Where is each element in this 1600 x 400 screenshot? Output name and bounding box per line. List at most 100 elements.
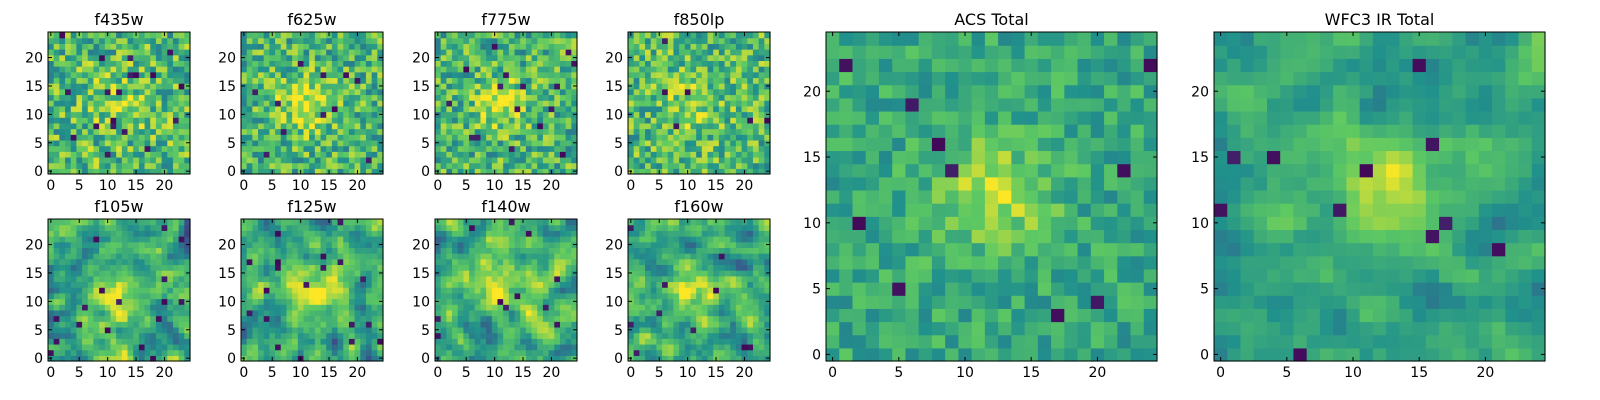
heatmap-cell	[565, 230, 572, 237]
heatmap-cell	[76, 83, 83, 90]
heatmap-cell	[718, 321, 726, 328]
heatmap-cell	[252, 292, 259, 300]
heatmap-cell	[371, 355, 378, 362]
heatmap-cell	[667, 162, 675, 169]
heatmap-cell	[628, 321, 635, 328]
heatmap-cell	[150, 168, 157, 175]
heatmap-cell	[138, 156, 146, 164]
heatmap-cell	[303, 343, 310, 351]
heatmap-cell	[554, 321, 561, 328]
heatmap-cell	[161, 83, 168, 90]
heatmap-cell	[348, 128, 356, 135]
heatmap-cell	[752, 349, 760, 356]
heatmap-cell	[435, 105, 442, 113]
heatmap-cell	[514, 258, 521, 266]
heatmap-cell	[713, 49, 720, 56]
heatmap-cell	[87, 60, 95, 67]
heatmap-cell	[127, 219, 134, 226]
heatmap-cell	[673, 122, 680, 130]
axes-frame	[434, 218, 578, 362]
heatmap-cell	[161, 145, 168, 152]
heatmap-cell	[667, 270, 675, 277]
heatmap-cell	[167, 298, 174, 305]
heatmap-cell	[514, 298, 521, 305]
heatmap-cell	[314, 54, 322, 61]
heatmap-cell	[87, 315, 95, 322]
heatmap-cell	[474, 156, 482, 164]
heatmap-cell	[337, 355, 344, 362]
heatmap-cell	[559, 241, 567, 248]
heatmap-cell	[457, 105, 464, 113]
heatmap-cell	[446, 241, 453, 248]
heatmap-cell	[724, 134, 731, 141]
heatmap-cell	[178, 298, 185, 305]
heatmap-cell	[48, 49, 55, 56]
heatmap-cell	[469, 258, 476, 266]
heatmap-cell	[286, 236, 293, 243]
heatmap-cell	[348, 281, 356, 288]
heatmap-cell	[440, 88, 447, 96]
heatmap-cell	[531, 156, 538, 164]
heatmap-cell	[99, 162, 106, 169]
heatmap-cell	[565, 111, 572, 118]
heatmap-cell	[548, 343, 555, 351]
heatmap-cell	[508, 332, 516, 339]
heatmap-cell	[127, 134, 134, 141]
heatmap-cell	[65, 258, 72, 266]
heatmap-cell	[463, 258, 470, 266]
heatmap-cell	[246, 258, 253, 266]
heatmap-cell	[645, 128, 652, 135]
heatmap-cell	[440, 71, 447, 79]
heatmap-cell	[463, 343, 470, 351]
heatmap-cell	[326, 241, 333, 248]
heatmap-cell	[452, 37, 459, 44]
heatmap-cell	[520, 151, 527, 158]
heatmap-cell	[258, 275, 265, 283]
heatmap-cell	[275, 54, 282, 61]
heatmap-cell	[314, 88, 322, 96]
heatmap-cell	[150, 287, 157, 294]
heatmap-cell	[286, 71, 293, 79]
heatmap-cell	[377, 122, 384, 130]
heatmap-cell	[662, 134, 669, 141]
heatmap-cell	[480, 54, 487, 61]
heatmap-cell	[503, 32, 510, 39]
heatmap-cell	[690, 355, 697, 362]
heatmap-cell	[348, 94, 356, 101]
heatmap-cell	[673, 83, 680, 90]
heatmap-cell	[110, 117, 117, 124]
heatmap-cell	[155, 134, 163, 141]
heatmap-cell	[684, 315, 692, 322]
heatmap-cell	[474, 122, 482, 130]
heatmap-cell	[662, 156, 669, 164]
heatmap-cell	[144, 292, 151, 300]
heatmap-cell	[371, 156, 378, 164]
heatmap-cell	[246, 236, 253, 243]
heatmap-cell	[331, 151, 339, 158]
heatmap-cell	[480, 355, 487, 362]
heatmap-cell	[348, 219, 356, 226]
heatmap-cell	[469, 219, 476, 226]
heatmap-cell	[741, 105, 748, 113]
heatmap-cell	[314, 332, 322, 339]
heatmap-cell	[735, 32, 743, 39]
heatmap-cell	[469, 338, 476, 345]
heatmap-cell	[713, 145, 720, 152]
heatmap-cell	[741, 60, 748, 67]
heatmap-cell	[463, 162, 470, 169]
heatmap-cell	[297, 326, 305, 334]
heatmap-cell	[127, 128, 134, 135]
heatmap-cell	[508, 326, 516, 334]
heatmap-cell	[297, 315, 305, 322]
heatmap-cell	[133, 241, 140, 248]
heatmap-cell	[667, 105, 675, 113]
heatmap-cell	[474, 117, 482, 124]
heatmap-cell	[59, 71, 66, 79]
heatmap-cell	[440, 122, 447, 130]
heatmap-cell	[548, 162, 555, 169]
heatmap-cell	[735, 77, 743, 84]
heatmap-cell	[258, 94, 265, 101]
heatmap-cell	[144, 100, 151, 107]
heatmap-cell	[354, 117, 361, 124]
